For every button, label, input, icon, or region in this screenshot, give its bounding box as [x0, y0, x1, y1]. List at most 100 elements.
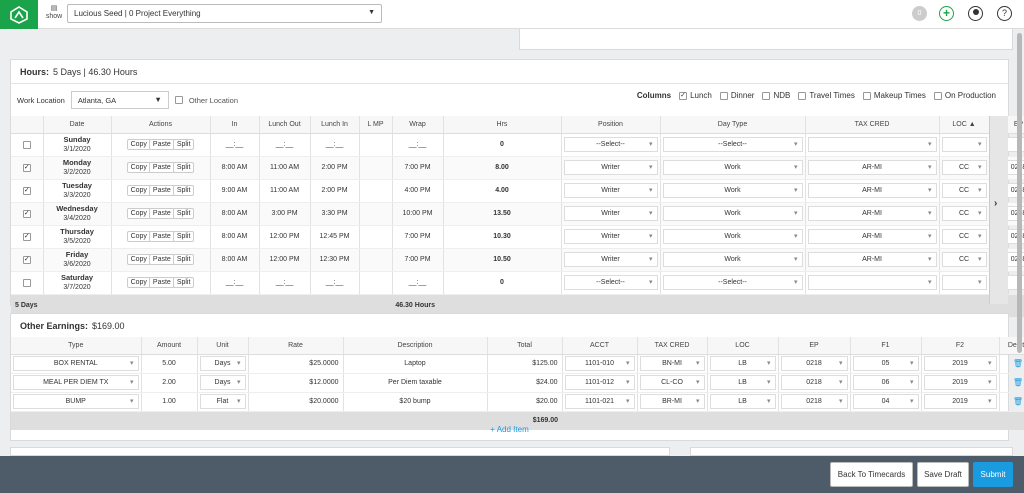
- submit-button[interactable]: Submit: [973, 462, 1013, 487]
- column-header[interactable]: Lunch Out: [259, 116, 311, 134]
- add-icon[interactable]: +: [939, 6, 954, 21]
- split-button[interactable]: Split: [172, 185, 195, 196]
- unit-select[interactable]: Days: [199, 356, 246, 371]
- column-header[interactable]: Lunch In: [310, 116, 360, 134]
- column-header[interactable]: Day Type: [660, 116, 806, 134]
- f2-select[interactable]: 2019: [923, 356, 997, 371]
- lout-time-cell[interactable]: 11:00 AM: [259, 156, 311, 180]
- f2-select[interactable]: 2019: [923, 375, 997, 390]
- column-toggle-makeup[interactable]: Makeup Times: [862, 91, 926, 100]
- notification-badge[interactable]: 0: [912, 6, 927, 21]
- f1-select[interactable]: 05: [852, 356, 919, 371]
- lout-time-cell[interactable]: __:__: [259, 271, 311, 295]
- amount-cell[interactable]: 5.00: [141, 354, 198, 374]
- other-location-checkbox[interactable]: [174, 96, 183, 104]
- amount-cell[interactable]: 2.00: [141, 373, 198, 393]
- in-time-cell[interactable]: 9:00 AM: [210, 179, 260, 203]
- lin-time-cell[interactable]: __:__: [310, 271, 360, 295]
- row-checkbox[interactable]: [22, 278, 31, 287]
- tax-select[interactable]: AR-MI: [807, 252, 937, 267]
- column-header[interactable]: Position: [561, 116, 661, 134]
- type-select[interactable]: MEAL PER DIEM TX: [13, 375, 139, 390]
- loc-select[interactable]: CC: [941, 229, 987, 244]
- checkbox[interactable]: ✓: [679, 91, 688, 100]
- daytype-select[interactable]: Work: [662, 160, 803, 175]
- project-select[interactable]: Lucious Seed | 0 Project Everything ▼: [67, 4, 382, 23]
- wrap-time-cell[interactable]: 7:00 PM: [392, 248, 444, 272]
- row-checkbox[interactable]: ✓: [22, 232, 31, 241]
- copy-button[interactable]: Copy: [126, 231, 151, 242]
- position-select[interactable]: --Select--: [563, 275, 658, 290]
- position-select[interactable]: Writer: [563, 206, 658, 221]
- column-header[interactable]: LOC ▲: [939, 116, 990, 134]
- lmp-cell[interactable]: [359, 271, 393, 295]
- tax-select[interactable]: AR-MI: [807, 183, 937, 198]
- column-toggle-dinner[interactable]: Dinner: [719, 91, 754, 100]
- paste-button[interactable]: Paste: [148, 277, 175, 288]
- lout-time-cell[interactable]: 11:00 AM: [259, 179, 311, 203]
- column-header[interactable]: L MP: [359, 116, 393, 134]
- lin-time-cell[interactable]: 12:30 PM: [310, 248, 360, 272]
- f1-select[interactable]: 04: [852, 394, 919, 409]
- acct-select[interactable]: 1101-012: [564, 375, 635, 390]
- loc-select[interactable]: CC: [941, 160, 987, 175]
- lin-time-cell[interactable]: 12:45 PM: [310, 225, 360, 249]
- in-time-cell[interactable]: 8:00 AM: [210, 202, 260, 226]
- lmp-cell[interactable]: [359, 248, 393, 272]
- type-select[interactable]: BUMP: [13, 394, 139, 409]
- column-header[interactable]: In: [210, 116, 260, 134]
- unit-select[interactable]: Flat: [199, 394, 246, 409]
- loc-select[interactable]: LB: [709, 394, 776, 409]
- paste-button[interactable]: Paste: [148, 162, 175, 173]
- row-checkbox[interactable]: ✓: [22, 163, 31, 172]
- position-select[interactable]: --Select--: [563, 137, 658, 152]
- row-checkbox[interactable]: [22, 140, 31, 149]
- in-time-cell[interactable]: 8:00 AM: [210, 225, 260, 249]
- column-header[interactable]: Hrs: [443, 116, 562, 134]
- lin-time-cell[interactable]: 2:00 PM: [310, 179, 360, 203]
- tax-select[interactable]: BR-MI: [639, 394, 705, 409]
- checkbox[interactable]: [933, 91, 942, 100]
- loc-select[interactable]: [941, 137, 987, 152]
- work-location-select[interactable]: Atlanta, GA ▼: [70, 91, 169, 109]
- column-header[interactable]: Wrap: [392, 116, 444, 134]
- tax-select[interactable]: [807, 137, 937, 152]
- wrap-time-cell[interactable]: 10:00 PM: [392, 202, 444, 226]
- lmp-cell[interactable]: [359, 156, 393, 180]
- tax-select[interactable]: CL-CO: [639, 375, 705, 390]
- column-header[interactable]: TAX CRED: [805, 116, 940, 134]
- page-scrollbar[interactable]: [1017, 33, 1022, 353]
- f2-select[interactable]: 2019: [923, 394, 997, 409]
- checkbox[interactable]: [719, 91, 728, 100]
- copy-button[interactable]: Copy: [126, 162, 151, 173]
- trash-icon[interactable]: 🗑: [1012, 359, 1024, 368]
- loc-select[interactable]: CC: [941, 252, 987, 267]
- tax-select[interactable]: AR-MI: [807, 206, 937, 221]
- column-toggle-production[interactable]: On Production: [933, 91, 996, 100]
- save-draft-button[interactable]: Save Draft: [917, 462, 969, 487]
- desc-cell[interactable]: Per Diem taxable: [343, 373, 488, 393]
- tax-select[interactable]: [807, 275, 937, 290]
- loc-select[interactable]: CC: [941, 183, 987, 198]
- split-button[interactable]: Split: [172, 139, 195, 150]
- column-toggle-ndb[interactable]: NDB: [762, 91, 790, 100]
- desc-cell[interactable]: Laptop: [343, 354, 488, 374]
- lout-time-cell[interactable]: 12:00 PM: [259, 248, 311, 272]
- unit-select[interactable]: Days: [199, 375, 246, 390]
- lin-time-cell[interactable]: 2:00 PM: [310, 156, 360, 180]
- split-button[interactable]: Split: [172, 208, 195, 219]
- tax-select[interactable]: AR-MI: [807, 160, 937, 175]
- total-cell[interactable]: $125.00: [487, 354, 563, 374]
- daytype-select[interactable]: Work: [662, 206, 803, 221]
- daytype-select[interactable]: Work: [662, 252, 803, 267]
- column-header[interactable]: Actions: [111, 116, 211, 134]
- checkbox[interactable]: [762, 91, 771, 100]
- row-checkbox[interactable]: ✓: [22, 255, 31, 264]
- wrap-time-cell[interactable]: 4:00 PM: [392, 179, 444, 203]
- ep-select[interactable]: 0218: [780, 375, 848, 390]
- split-button[interactable]: Split: [172, 254, 195, 265]
- trash-icon[interactable]: 🗑: [1012, 378, 1024, 387]
- column-header[interactable]: Date: [43, 116, 112, 134]
- f1-select[interactable]: 06: [852, 375, 919, 390]
- in-time-cell[interactable]: __:__: [210, 133, 260, 157]
